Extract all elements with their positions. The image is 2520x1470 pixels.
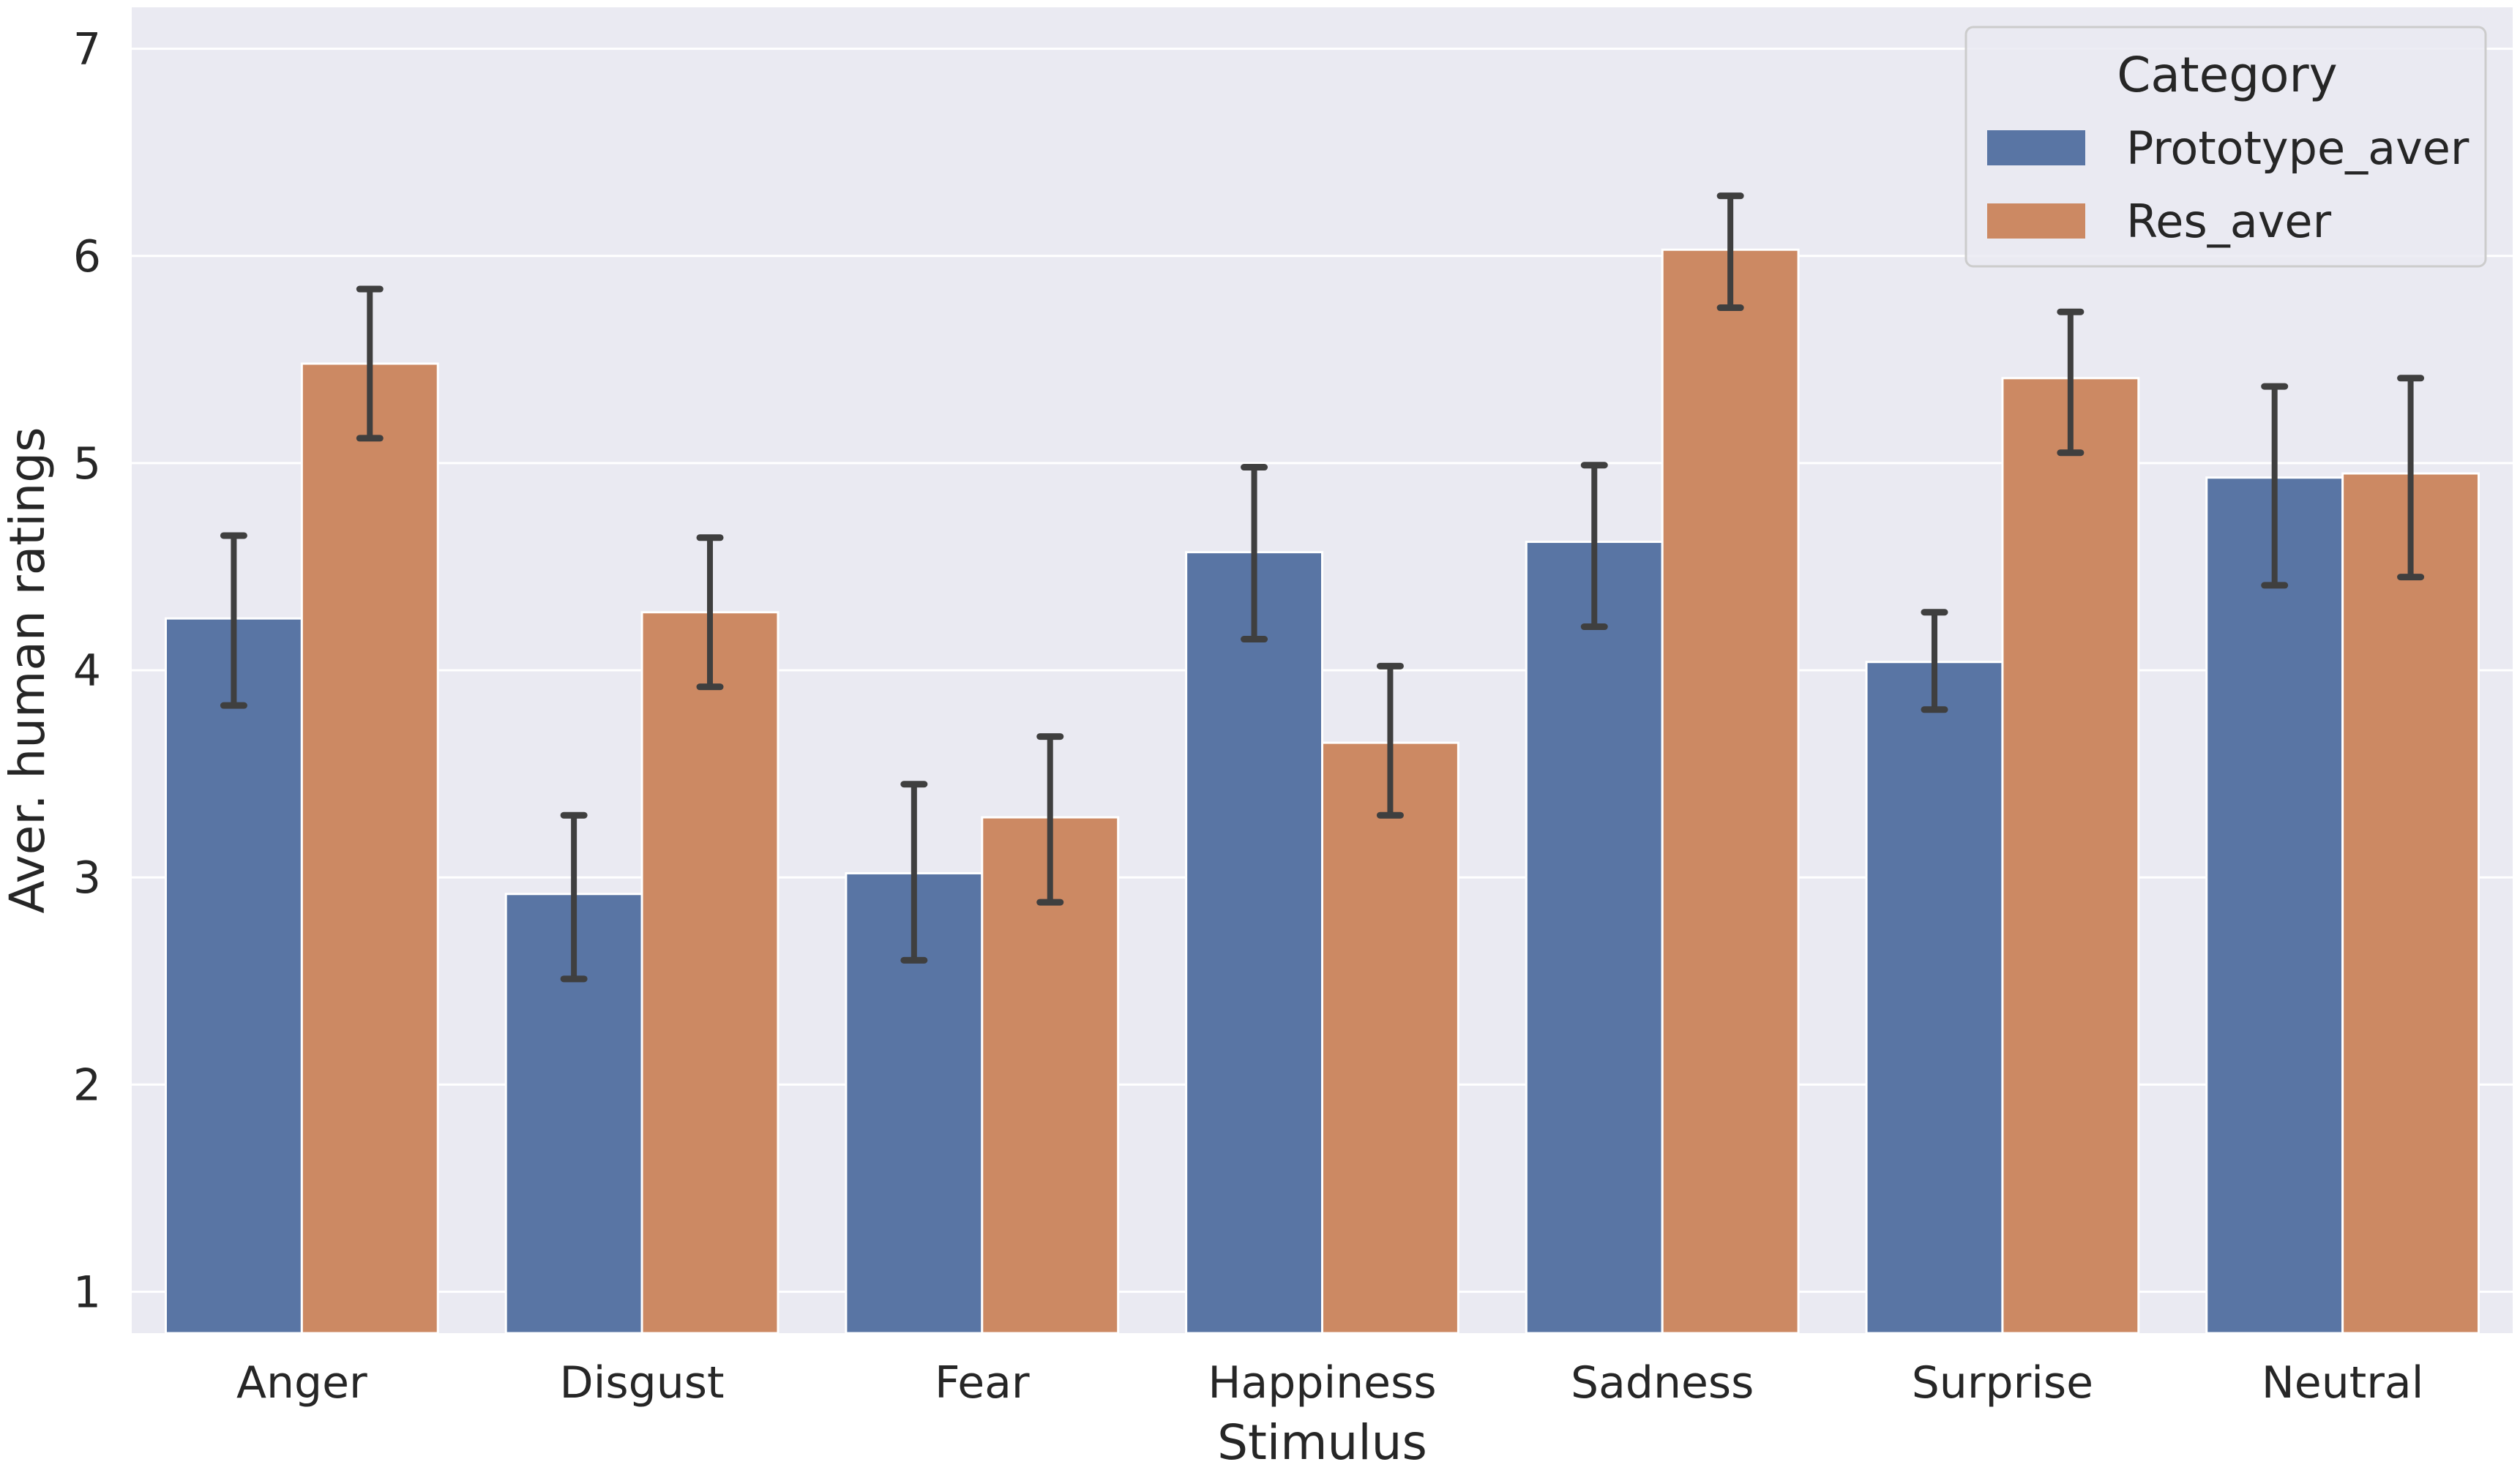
error-bar (1580, 462, 1608, 631)
legend-swatch-prototype-aver (1987, 130, 2085, 165)
error-bar (696, 534, 724, 691)
y-tick-label: 7 (73, 24, 101, 75)
bars (164, 248, 2480, 1335)
x-tick-label-neutral: Neutral (2262, 1357, 2423, 1409)
error-bar (1036, 733, 1064, 906)
x-tick-label-disgust: Disgust (560, 1357, 725, 1409)
legend-label-res-aver: Res_aver (2126, 195, 2332, 248)
error-bar (560, 811, 588, 983)
y-axis-label: Aver. human ratings (0, 427, 56, 913)
x-tick-label-fear: Fear (935, 1357, 1030, 1409)
bar-sadness-res-aver (1661, 248, 1800, 1335)
bar-disgust-res-aver (640, 611, 779, 1335)
error-bar (220, 532, 247, 709)
bar-sadness-prototype-aver (1525, 540, 1664, 1335)
bar-happiness-res-aver (1321, 741, 1459, 1335)
bar-disgust-prototype-aver (504, 893, 643, 1335)
bar-happiness-prototype-aver (1185, 551, 1323, 1335)
error-bar (900, 781, 928, 964)
x-tick-label-anger: Anger (236, 1357, 367, 1409)
legend-swatch-res-aver (1987, 203, 2085, 239)
error-bar (1241, 464, 1268, 643)
x-tick-label-surprise: Surprise (1912, 1357, 2093, 1409)
error-bar (1716, 192, 1744, 312)
y-tick-label: 3 (73, 852, 101, 904)
error-bar (1921, 609, 1948, 713)
bar-neutral-prototype-aver (2205, 476, 2344, 1335)
error-bar (356, 285, 384, 442)
error-bars (220, 192, 2425, 983)
y-tick-label: 2 (73, 1060, 101, 1111)
bar-anger-prototype-aver (164, 617, 303, 1335)
y-tick-label: 1 (73, 1267, 101, 1318)
legend-title: Category (2117, 47, 2337, 103)
x-tick-label-sadness: Sadness (1571, 1357, 1754, 1409)
x-tick-label-happiness: Happiness (1208, 1357, 1436, 1409)
legend-box (1964, 26, 2487, 268)
y-axis-ticks: 1 2 3 4 5 6 7 (73, 24, 101, 1319)
error-bar (2261, 383, 2289, 589)
error-bar (2057, 308, 2085, 457)
bar-anger-res-aver (300, 362, 439, 1335)
error-bar (1376, 662, 1404, 819)
y-tick-label: 4 (73, 645, 101, 697)
bar-surprise-prototype-aver (1865, 661, 2004, 1335)
y-tick-label: 6 (73, 231, 101, 282)
error-bar (2397, 375, 2425, 581)
x-axis-label: Stimulus (1217, 1414, 1427, 1470)
x-axis-ticks: Anger Disgust Fear Happiness Sadness Surprise… (236, 1357, 2423, 1409)
legend: Category Prototype_aver Res_aver (1964, 26, 2487, 268)
y-tick-label: 5 (73, 438, 101, 490)
legend-label-prototype-aver: Prototype_aver (2126, 121, 2469, 175)
bar-neutral-res-aver (2341, 472, 2480, 1335)
bar-surprise-res-aver (2001, 377, 2140, 1335)
